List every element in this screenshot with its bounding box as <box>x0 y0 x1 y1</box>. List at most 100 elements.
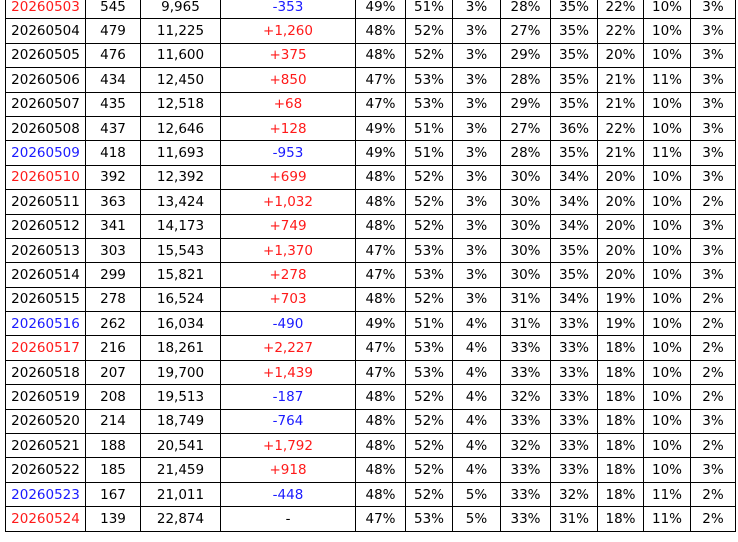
table-cell: 3% <box>690 457 736 483</box>
table-cell: 33% <box>550 359 598 386</box>
table-cell: 18,261 <box>140 335 221 361</box>
table-cell: 3% <box>452 18 501 44</box>
table-cell: 545 <box>85 0 141 20</box>
table-cell: 51% <box>405 311 453 337</box>
table-cell: 27% <box>500 115 551 142</box>
table-cell: 34% <box>550 213 598 239</box>
table-cell: 2% <box>690 506 736 532</box>
table-cell: 3% <box>690 237 736 264</box>
table-cell: 20% <box>597 42 644 69</box>
table-cell: 33% <box>500 481 551 508</box>
table-cell: 12,392 <box>140 164 221 191</box>
table-cell: 20260508 <box>5 115 86 142</box>
table-cell: 52% <box>405 189 453 215</box>
table-cell: 12,646 <box>140 115 221 142</box>
table-cell: 47% <box>355 67 406 93</box>
table-cell: 36% <box>550 115 598 142</box>
table-row: 20260524 139 22,874-47% 53% 5% 33% 31% 18% 11% 2% <box>5 506 736 532</box>
table-cell: 185 <box>85 457 141 483</box>
table-cell: 303 <box>85 237 141 264</box>
table-row: 20260507 435 12,518 +68 47% 53% 3% 29% 35% 21% 10%… <box>5 91 736 117</box>
table-cell: 3% <box>690 140 736 166</box>
table-cell: 11,693 <box>140 140 221 166</box>
table-cell: 10% <box>643 42 691 69</box>
table-cell: 11% <box>643 506 691 532</box>
table-row: 20260503 545 9,965 -353 49% 51% 3% 28% 35% 22% 10%… <box>5 0 736 20</box>
table-cell: 10% <box>643 457 691 483</box>
table-cell: 3% <box>452 164 501 191</box>
table-cell: 49% <box>355 115 406 142</box>
table-cell: 19% <box>597 286 644 313</box>
table-cell: 2% <box>690 384 736 410</box>
table-cell: 53% <box>405 262 453 288</box>
table-cell: 30% <box>500 189 551 215</box>
table-cell: 10% <box>643 213 691 239</box>
table-cell: 3% <box>690 18 736 44</box>
table-cell: 33% <box>550 408 598 435</box>
table-cell: 35% <box>550 67 598 93</box>
table-cell: -490 <box>220 311 356 337</box>
table-cell: 4% <box>452 433 501 459</box>
table-cell: 34% <box>550 189 598 215</box>
table-cell: 32% <box>500 433 551 459</box>
table-cell: 20260505 <box>5 42 86 69</box>
table-cell: 20% <box>597 164 644 191</box>
table-cell: 299 <box>85 262 141 288</box>
table-cell: 167 <box>85 481 141 508</box>
table-cell: 207 <box>85 359 141 386</box>
table-cell: 20260516 <box>5 311 86 337</box>
table-cell: 35% <box>550 262 598 288</box>
table-cell: 33% <box>500 408 551 435</box>
table-cell: 2% <box>690 433 736 459</box>
table-cell: 3% <box>690 262 736 288</box>
table-cell: 20260510 <box>5 164 86 191</box>
table-cell: 20260518 <box>5 359 86 386</box>
table-cell: 21% <box>597 67 644 93</box>
table-cell: 48% <box>355 433 406 459</box>
table-row: 20260513 303 15,543 +1,370 47% 53% 3% 30% 35% 20%… <box>5 237 736 264</box>
table-row: 20260522 185 21,459 +918 48% 52% 4% 33% 33% 18% 10… <box>5 457 736 483</box>
table-cell: 479 <box>85 18 141 44</box>
table-cell: 10% <box>643 0 691 20</box>
table-cell: 3% <box>452 115 501 142</box>
table-cell: 20260504 <box>5 18 86 44</box>
table-cell: -764 <box>220 408 356 435</box>
table-cell: 53% <box>405 359 453 386</box>
table-cell: +68 <box>220 91 356 117</box>
table-cell: 278 <box>85 286 141 313</box>
table-cell: 48% <box>355 481 406 508</box>
table-cell: 51% <box>405 115 453 142</box>
table-cell: 52% <box>405 42 453 69</box>
table-cell: 3% <box>452 286 501 313</box>
table-cell: 20260520 <box>5 408 86 435</box>
table-cell: 28% <box>500 140 551 166</box>
data-table: 20260503 545 9,965 -353 49% 51% 3% 28% 35% 22% 10%… <box>5 0 736 532</box>
table-cell: 35% <box>550 0 598 20</box>
table-cell: 30% <box>500 262 551 288</box>
table-cell: 18% <box>597 408 644 435</box>
table-cell: 20% <box>597 189 644 215</box>
table-cell: 3% <box>452 67 501 93</box>
table-cell: 20260506 <box>5 67 86 93</box>
table-cell: 19,700 <box>140 359 221 386</box>
table-cell: 4% <box>452 311 501 337</box>
table-cell: 33% <box>500 359 551 386</box>
table-cell: 10% <box>643 115 691 142</box>
table-cell: 11,225 <box>140 18 221 44</box>
table-cell: 21,459 <box>140 457 221 483</box>
table-cell: 20260517 <box>5 335 86 361</box>
table-cell: 30% <box>500 164 551 191</box>
table-cell: 30% <box>500 213 551 239</box>
table-cell: 3% <box>690 408 736 435</box>
table-cell: 21% <box>597 91 644 117</box>
table-cell: 437 <box>85 115 141 142</box>
table-cell: 4% <box>452 359 501 386</box>
table-cell: 18% <box>597 457 644 483</box>
table-cell: 392 <box>85 164 141 191</box>
table-cell: 48% <box>355 408 406 435</box>
table-cell: -187 <box>220 384 356 410</box>
table-row: 20260511 363 13,424 +1,032 48% 52% 3% 30% 34% 20%… <box>5 189 736 215</box>
table-cell: 11% <box>643 481 691 508</box>
table-cell: 48% <box>355 189 406 215</box>
